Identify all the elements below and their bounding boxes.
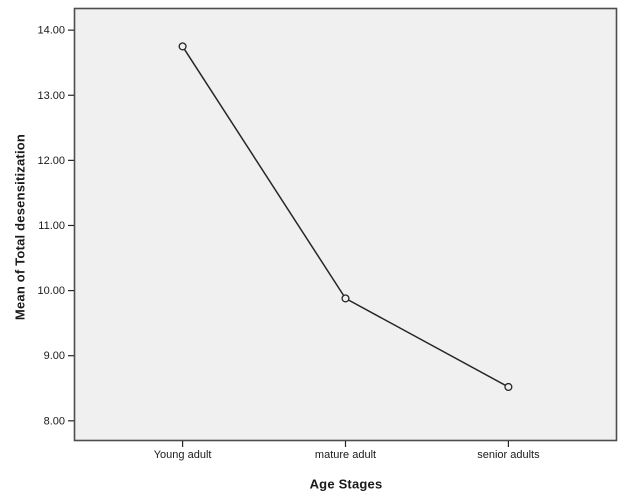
- y-tick-label: 11.00: [38, 220, 65, 232]
- y-tick-label: 14.00: [37, 25, 65, 37]
- y-tick-label: 12.00: [37, 155, 65, 167]
- x-tick-label: mature adult: [315, 449, 376, 461]
- data-point-marker: [178, 42, 187, 51]
- y-tick-label: 10.00: [37, 285, 65, 297]
- x-axis-title: Age Stages: [309, 476, 383, 492]
- y-tick-label: 9.00: [44, 350, 65, 362]
- x-tick-label: Young adult: [154, 449, 212, 461]
- x-tick-label: senior adults: [477, 449, 540, 461]
- data-point-marker: [341, 294, 350, 303]
- plot-area: [73, 7, 618, 442]
- y-tick-label: 8.00: [44, 415, 65, 427]
- y-axis-title: Mean of Total desensitization: [12, 133, 28, 321]
- data-point-marker: [504, 382, 513, 392]
- y-tick-label: 13.00: [37, 90, 65, 102]
